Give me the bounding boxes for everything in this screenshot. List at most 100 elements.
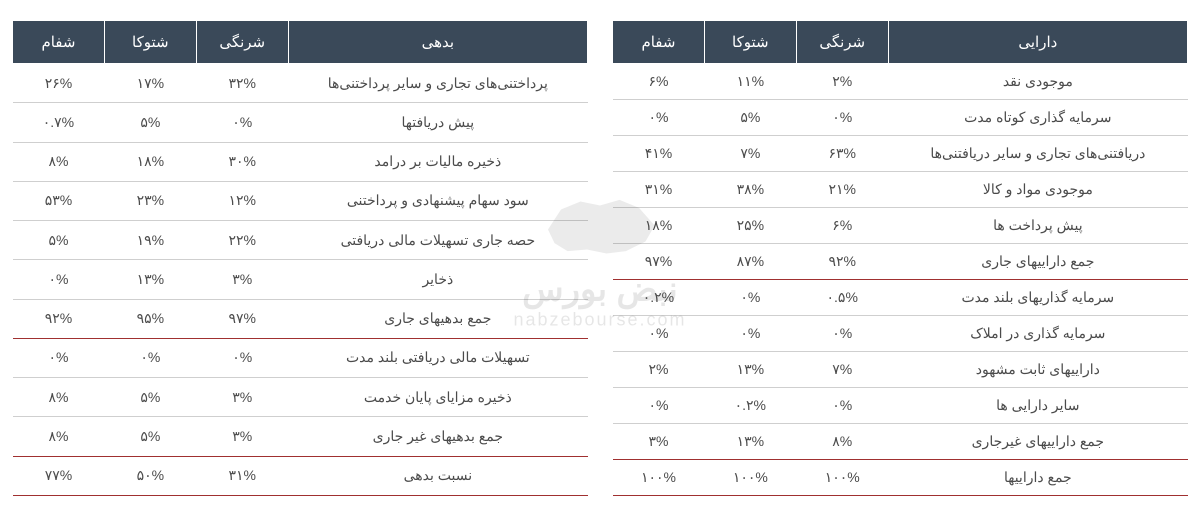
row-value: ۱۷% [104,64,196,103]
liabilities-header-label: بدهی [288,21,587,64]
row-value: ۰% [613,388,705,424]
row-label: ذخیره مزایای پایان خدمت [288,378,587,417]
row-value: ۱۲% [196,181,288,220]
row-value: ۲% [613,352,705,388]
row-value: ۴۱% [613,136,705,172]
row-value: ۱۸% [104,142,196,181]
row-value: ۰% [704,280,796,316]
row-value: ۹۷% [613,244,705,280]
row-value: ۱۳% [704,424,796,460]
row-value: ۲% [796,64,888,100]
row-label: سایر دارایی ها [888,388,1187,424]
row-label: پیش پرداخت ها [888,208,1187,244]
row-label: سرمایه گذاری کوتاه مدت [888,100,1187,136]
row-value: ۰.۷% [13,103,105,142]
row-label: دریافتنی‌های تجاری و سایر دریافتنی‌ها [888,136,1187,172]
row-label: داراییهای ثابت مشهود [888,352,1187,388]
row-value: ۳۲% [196,64,288,103]
row-value: ۵% [104,417,196,456]
table-row: نسبت بدهی۳۱%۵۰%۷۷% [13,456,588,495]
row-value: ۰% [796,316,888,352]
row-label: موجودی مواد و کالا [888,172,1187,208]
row-value: ۸۷% [704,244,796,280]
assets-table: دارایی شرنگی شتوکا شفام موجودی نقد۲%۱۱%۶… [612,20,1188,496]
row-value: ۰% [704,316,796,352]
table-row: ذخیره مالیات بر درامد۳۰%۱۸%۸% [13,142,588,181]
row-value: ۰% [13,338,105,377]
table-row: ذخیره مزایای پایان خدمت۳%۵%۸% [13,378,588,417]
assets-header-label: دارایی [888,21,1187,64]
row-label: سود سهام پیشنهادی و پرداختنی [288,181,587,220]
row-value: ۱۳% [104,260,196,299]
row-label: حصه جاری تسهیلات مالی دریافتی [288,221,587,260]
row-value: ۰% [13,260,105,299]
page-container: دارایی شرنگی شتوکا شفام موجودی نقد۲%۱۱%۶… [12,20,1188,496]
row-value: ۰% [796,388,888,424]
table-row: تسهیلات مالی دریافتی بلند مدت۰%۰%۰% [13,338,588,377]
table-row: موجودی نقد۲%۱۱%۶% [613,64,1188,100]
row-label: ذخیره مالیات بر درامد [288,142,587,181]
row-value: ۱۰۰% [704,460,796,496]
row-value: ۷۷% [13,456,105,495]
row-value: ۹۲% [13,299,105,338]
row-value: ۹۵% [104,299,196,338]
row-label: تسهیلات مالی دریافتی بلند مدت [288,338,587,377]
liabilities-header-col3: شفام [13,21,105,64]
table-row: جمع بدهیهای غیر جاری۳%۵%۸% [13,417,588,456]
liabilities-header-col2: شتوکا [104,21,196,64]
row-value: ۰% [613,100,705,136]
row-value: ۱۰۰% [613,460,705,496]
row-value: ۶% [796,208,888,244]
assets-header-col3: شفام [613,21,705,64]
row-value: ۷% [704,136,796,172]
row-value: ۱۳% [704,352,796,388]
row-value: ۳۰% [196,142,288,181]
row-value: ۳۱% [196,456,288,495]
assets-header-row: دارایی شرنگی شتوکا شفام [613,21,1188,64]
row-value: ۳% [613,424,705,460]
row-value: ۸% [13,417,105,456]
row-label: سرمایه گذاری در املاک [888,316,1187,352]
row-value: ۹۷% [196,299,288,338]
assets-header-col2: شتوکا [704,21,796,64]
row-value: ۵% [104,378,196,417]
assets-header-col1: شرنگی [796,21,888,64]
row-label: جمع داراییهای جاری [888,244,1187,280]
table-row: پیش دریافتها۰%۵%۰.۷% [13,103,588,142]
row-value: ۳% [196,378,288,417]
row-label: پرداختنی‌های تجاری و سایر پرداختنی‌ها [288,64,587,103]
row-value: ۰% [104,338,196,377]
row-label: نسبت بدهی [288,456,587,495]
row-value: ۲۱% [796,172,888,208]
table-row: داراییهای ثابت مشهود۷%۱۳%۲% [613,352,1188,388]
row-value: ۸% [796,424,888,460]
row-label: جمع بدهیهای جاری [288,299,587,338]
table-row: ذخایر۳%۱۳%۰% [13,260,588,299]
row-value: ۹۲% [796,244,888,280]
table-row: سرمایه گذاری در املاک۰%۰%۰% [613,316,1188,352]
row-value: ۰% [796,100,888,136]
row-label: سرمایه گذاریهای بلند مدت [888,280,1187,316]
row-label: پیش دریافتها [288,103,587,142]
liabilities-header-row: بدهی شرنگی شتوکا شفام [13,21,588,64]
liabilities-body: پرداختنی‌های تجاری و سایر پرداختنی‌ها۳۲%… [13,64,588,496]
row-value: ۱۰۰% [796,460,888,496]
row-value: ۳۱% [613,172,705,208]
row-label: ذخایر [288,260,587,299]
row-value: ۵% [704,100,796,136]
row-value: ۲۲% [196,221,288,260]
row-value: ۳۸% [704,172,796,208]
row-label: جمع داراییهای غیرجاری [888,424,1187,460]
table-row: جمع داراییهای جاری۹۲%۸۷%۹۷% [613,244,1188,280]
table-row: پرداختنی‌های تجاری و سایر پرداختنی‌ها۳۲%… [13,64,588,103]
row-value: ۳% [196,260,288,299]
row-value: ۰.۲% [704,388,796,424]
row-value: ۳% [196,417,288,456]
table-row: جمع داراییها۱۰۰%۱۰۰%۱۰۰% [613,460,1188,496]
table-row: جمع داراییهای غیرجاری۸%۱۳%۳% [613,424,1188,460]
row-value: ۶۳% [796,136,888,172]
table-row: موجودی مواد و کالا۲۱%۳۸%۳۱% [613,172,1188,208]
row-value: ۵% [104,103,196,142]
table-row: سرمایه گذاری کوتاه مدت۰%۵%۰% [613,100,1188,136]
row-value: ۰.۵% [796,280,888,316]
